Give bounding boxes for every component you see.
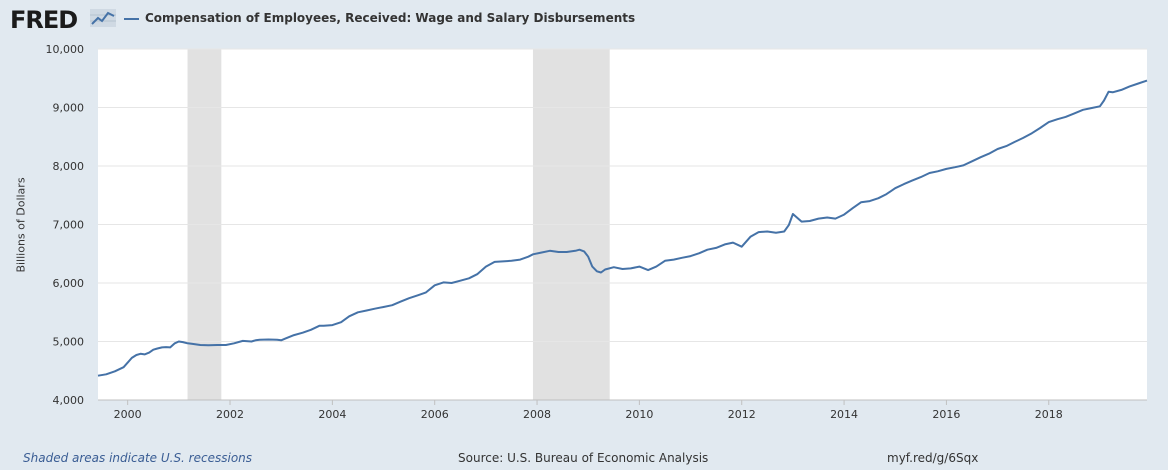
y-tick-label: 5,000 — [53, 336, 85, 349]
x-tick-label: 2006 — [421, 408, 449, 421]
x-tick-label: 2012 — [728, 408, 756, 421]
short-link[interactable]: myf.red/g/6Sqx — [887, 451, 979, 465]
x-tick-label: 2018 — [1035, 408, 1063, 421]
x-tick-label: 2004 — [318, 408, 346, 421]
y-tick-label: 9,000 — [53, 102, 85, 115]
trend-chart-icon — [90, 9, 116, 27]
fred-logo[interactable]: FRED — [10, 6, 78, 34]
legend-swatch — [124, 18, 139, 20]
y-tick-label: 10,000 — [46, 43, 85, 56]
y-tick-label: 6,000 — [53, 277, 85, 290]
x-tick-label: 2008 — [523, 408, 551, 421]
x-tick-label: 2000 — [114, 408, 142, 421]
series-title: Compensation of Employees, Received: Wag… — [145, 11, 636, 25]
x-tick-label: 2014 — [830, 408, 858, 421]
x-tick-label: 2002 — [216, 408, 244, 421]
y-tick-label: 8,000 — [53, 160, 85, 173]
source-note: Source: U.S. Bureau of Economic Analysis — [458, 451, 709, 465]
series-line — [97, 79, 1148, 377]
y-tick-label: 7,000 — [53, 219, 85, 232]
y-tick-label: 4,000 — [53, 394, 85, 407]
line-chart: 4,000 5,000 6,000 7,000 8,000 9,000 10,000 2000… — [46, 43, 1148, 421]
x-tick-label: 2016 — [932, 408, 960, 421]
recession-note: Shaded areas indicate U.S. recessions — [23, 451, 253, 465]
x-tick-label: 2010 — [625, 408, 653, 421]
